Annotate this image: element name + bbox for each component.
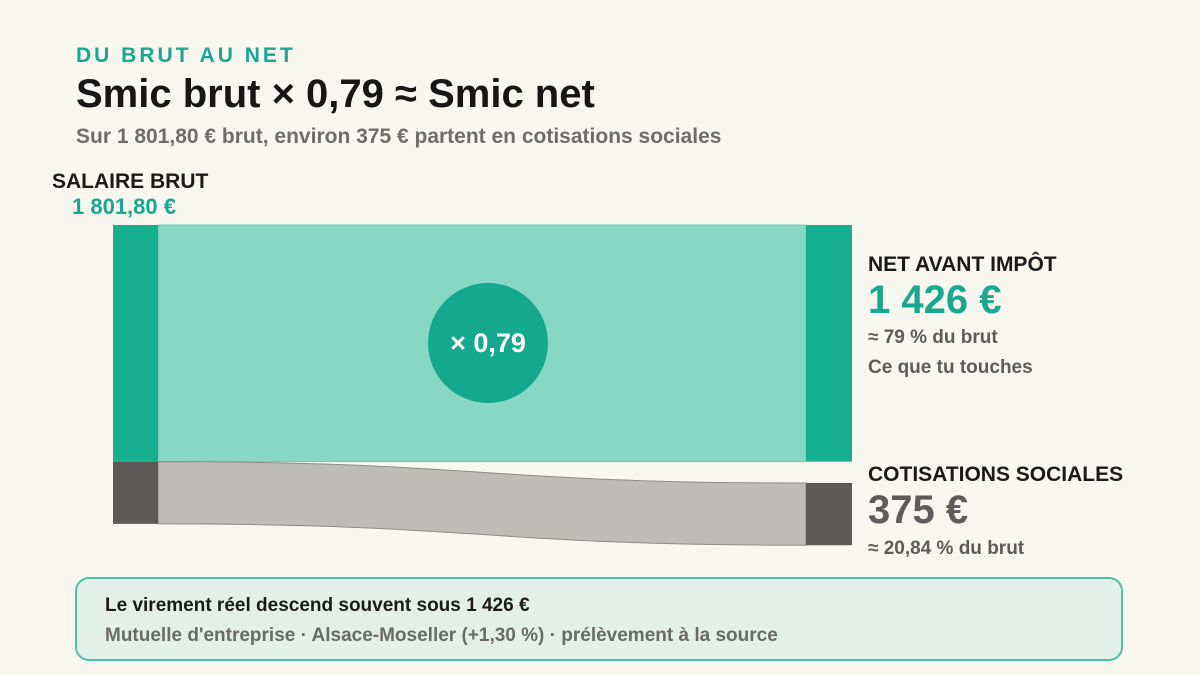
net-title: NET AVANT IMPÔT: [868, 253, 1057, 276]
info-callout-details: Mutuelle d'entreprise · Alsace-Moseller …: [105, 625, 778, 646]
cotisations-note-ratio: ≈ 20,84 % du brut: [868, 538, 1025, 559]
cotisations-title: COTISATIONS SOCIALES: [868, 463, 1124, 486]
target-node-net: [806, 225, 852, 462]
source-node-net: [113, 225, 158, 462]
source-node-cotisations: [113, 461, 158, 524]
multiplier-badge: × 0,79: [428, 283, 548, 403]
flow-band-cotisations: [157, 461, 807, 546]
source-value: 1 801,80 €: [72, 194, 176, 219]
target-node-cotisations: [806, 483, 852, 546]
cotisations-value: 375 €: [868, 488, 969, 532]
page-title: Smic brut × 0,79 ≈ Smic net: [76, 72, 595, 116]
eyebrow: DU BRUT AU NET: [76, 44, 296, 67]
net-note-ratio: ≈ 79 % du brut: [868, 327, 998, 348]
info-callout-main: Le virement réel descend souvent sous 1 …: [105, 595, 530, 616]
page-subtitle: Sur 1 801,80 € brut, environ 375 € parte…: [76, 125, 722, 148]
net-note-meaning: Ce que tu touches: [868, 357, 1033, 378]
source-title: SALAIRE BRUT: [52, 170, 209, 193]
info-callout: Le virement réel descend souvent sous 1 …: [75, 577, 1123, 661]
net-value: 1 426 €: [868, 278, 1002, 322]
